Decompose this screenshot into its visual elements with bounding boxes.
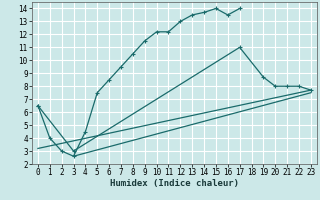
X-axis label: Humidex (Indice chaleur): Humidex (Indice chaleur) — [110, 179, 239, 188]
